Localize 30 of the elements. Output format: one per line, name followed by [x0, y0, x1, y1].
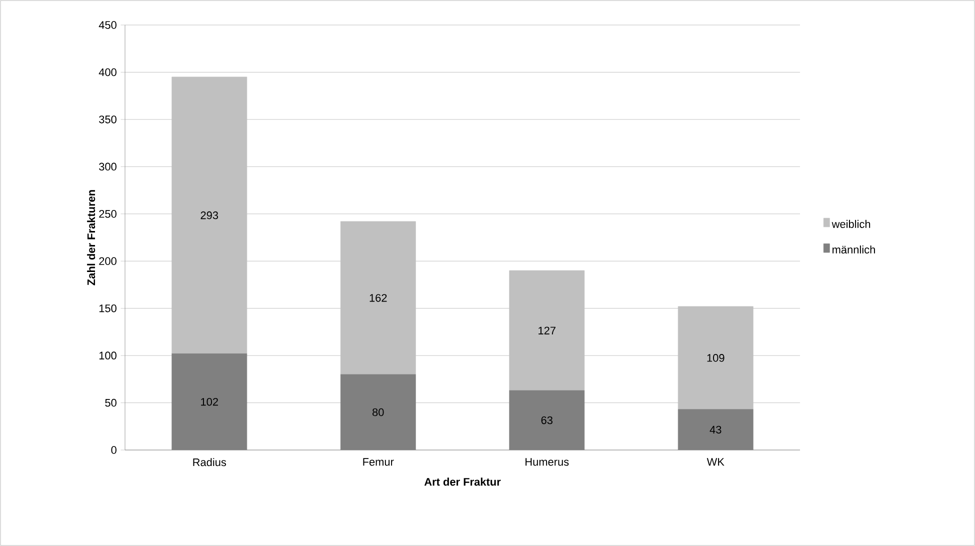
x-tick-label: Humerus [526, 458, 569, 466]
y-tick-label: 450 [98, 21, 116, 29]
bar [678, 306, 754, 410]
data-label: 80 [372, 408, 384, 416]
y-tick-label: 350 [99, 116, 116, 124]
legend-label: weiblich [832, 220, 870, 228]
y-axis-title: Zahl der Frakturen [87, 190, 96, 286]
x-axis-title: Art der Fraktur [424, 478, 501, 486]
y-tick-label: 100 [99, 352, 116, 360]
x-tick-label: Femur [363, 458, 394, 466]
bar [509, 270, 585, 391]
x-tick-label: WK [706, 458, 724, 466]
legend-label: männlich [832, 245, 875, 254]
y-tick-label: 50 [105, 398, 116, 407]
y-tick-label: 150 [99, 304, 116, 312]
bar [340, 221, 416, 375]
y-tick-label: 400 [98, 68, 116, 76]
y-tick-label: 250 [99, 210, 116, 218]
data-label: 109 [707, 354, 724, 362]
data-label: 63 [541, 416, 552, 424]
y-tick-label: 0 [111, 446, 116, 454]
y-tick-label: 200 [99, 257, 116, 265]
data-label: 43 [710, 426, 722, 434]
bar [172, 76, 248, 354]
data-label: 102 [201, 398, 218, 406]
data-label: 162 [370, 294, 387, 302]
x-tick-label: Radius [193, 458, 226, 466]
y-tick-label: 300 [99, 162, 116, 171]
data-label: 127 [538, 326, 556, 334]
data-label: 293 [200, 211, 218, 220]
